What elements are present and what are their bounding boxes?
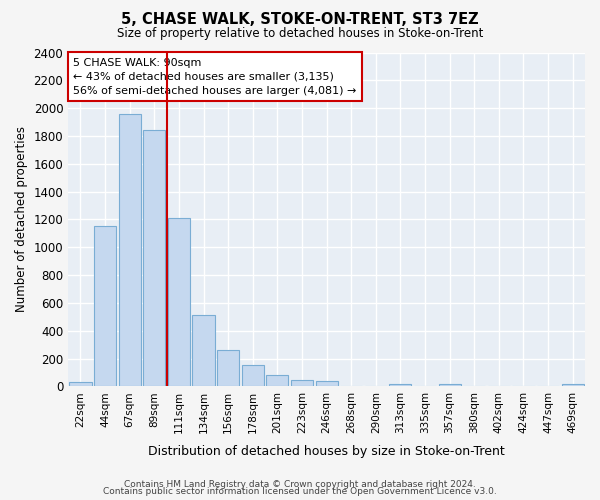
Text: 5 CHASE WALK: 90sqm
← 43% of detached houses are smaller (3,135)
56% of semi-det: 5 CHASE WALK: 90sqm ← 43% of detached ho… (73, 58, 357, 96)
Text: Contains public sector information licensed under the Open Government Licence v3: Contains public sector information licen… (103, 488, 497, 496)
Text: Size of property relative to detached houses in Stoke-on-Trent: Size of property relative to detached ho… (117, 28, 483, 40)
Y-axis label: Number of detached properties: Number of detached properties (15, 126, 28, 312)
Bar (94, 226, 116, 386)
X-axis label: Distribution of detached houses by size in Stoke-on-Trent: Distribution of detached houses by size … (148, 444, 505, 458)
Bar (562, 384, 584, 386)
Bar (143, 130, 166, 386)
Bar (291, 380, 313, 386)
Text: Contains HM Land Registry data © Crown copyright and database right 2024.: Contains HM Land Registry data © Crown c… (124, 480, 476, 489)
Bar (193, 316, 215, 386)
Bar (168, 218, 190, 386)
Text: 5, CHASE WALK, STOKE-ON-TRENT, ST3 7EZ: 5, CHASE WALK, STOKE-ON-TRENT, ST3 7EZ (121, 12, 479, 28)
Bar (70, 382, 92, 386)
Bar (316, 381, 338, 386)
Bar (439, 384, 461, 386)
Bar (242, 365, 264, 386)
Bar (266, 376, 289, 386)
Bar (389, 384, 412, 386)
Bar (119, 114, 141, 386)
Bar (217, 350, 239, 387)
